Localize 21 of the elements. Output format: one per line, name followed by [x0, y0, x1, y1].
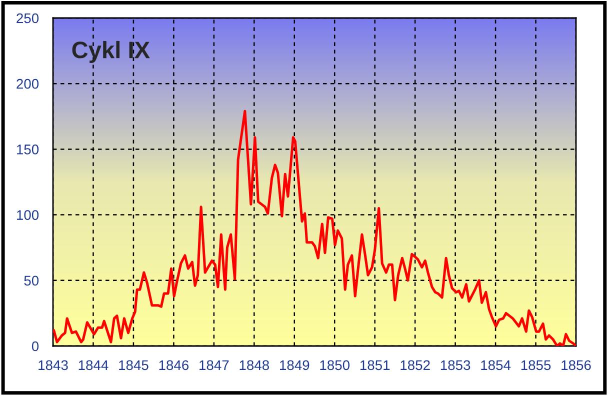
y-tick-label: 100	[17, 210, 39, 220]
y-tick-label: 0	[32, 341, 39, 352]
x-tick-label: 1855	[521, 360, 551, 370]
x-tick-label: 1846	[159, 360, 189, 370]
y-tick-label: 50	[24, 276, 39, 286]
x-tick-label: 1844	[78, 360, 108, 370]
x-tick-label: 1851	[360, 360, 390, 370]
x-tick-label: 1848	[240, 360, 269, 370]
x-tick-label: 1847	[200, 360, 229, 370]
x-tick-label: 1853	[440, 360, 470, 370]
x-tick-label: 1850	[320, 360, 350, 370]
x-tick-label: 1843	[38, 360, 68, 370]
x-tick-label: 1854	[481, 360, 511, 370]
x-tick-label: 1849	[280, 360, 310, 370]
y-tick-label: 200	[16, 78, 39, 89]
text: Cykl IX	[72, 40, 150, 63]
y-tick-label: 250	[16, 13, 39, 24]
x-tick-label: 1856	[562, 360, 591, 370]
x-tick-label: 1845	[119, 360, 148, 370]
x-tick-label: 1852	[400, 360, 430, 370]
y-tick-label: 150	[17, 144, 39, 154]
